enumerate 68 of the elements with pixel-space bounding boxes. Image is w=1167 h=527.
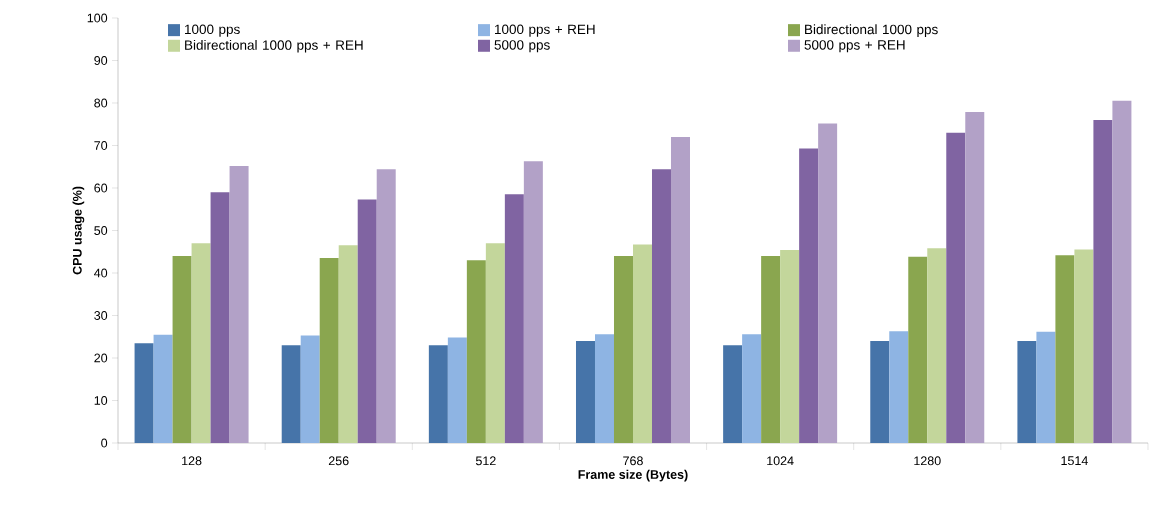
bar <box>300 335 320 443</box>
bar <box>632 244 652 443</box>
bar <box>575 341 595 443</box>
y-tick-label: 10 <box>94 396 108 405</box>
bar <box>1055 255 1075 443</box>
x-tick-label: 256 <box>328 456 349 466</box>
legend-label: Bidirectional 1000 pps + REH <box>185 39 363 53</box>
bar <box>1112 100 1132 443</box>
bar <box>870 341 890 443</box>
bar <box>594 334 614 443</box>
bar <box>447 337 467 443</box>
y-tick-label: 40 <box>94 268 108 278</box>
legend-label: Bidirectional 1000 pps <box>805 24 938 37</box>
bar <box>889 331 909 443</box>
legend-label: 5000 pps <box>494 40 550 53</box>
x-tick-label: 512 <box>475 456 496 466</box>
bar <box>613 256 633 443</box>
x-tick-label: 128 <box>182 456 202 466</box>
bar <box>229 165 249 443</box>
bar <box>651 169 671 443</box>
x-tick-label: 1514 <box>1061 456 1088 466</box>
bar <box>1017 341 1037 443</box>
bar <box>523 161 543 443</box>
bar <box>428 345 448 443</box>
legend-label: 5000 pps + REH <box>804 40 905 53</box>
x-tick-label: 768 <box>623 456 643 466</box>
y-tick-label: 80 <box>94 98 108 108</box>
bar <box>799 148 819 443</box>
bar <box>210 192 230 443</box>
bar <box>191 243 211 443</box>
bar <box>908 256 928 443</box>
bar <box>153 334 173 443</box>
bar <box>1036 331 1056 443</box>
bar <box>485 243 505 443</box>
bar <box>742 334 762 443</box>
legend-label: 1000 pps + REH <box>495 24 595 37</box>
bar <box>504 194 524 443</box>
bar <box>670 137 690 443</box>
bar <box>723 345 743 443</box>
bar <box>1093 120 1113 443</box>
x-tick-label: 1024 <box>767 456 794 466</box>
y-tick-label: 0 <box>101 438 108 448</box>
y-tick-label: 50 <box>94 226 108 235</box>
bar <box>338 245 358 443</box>
bar <box>319 258 339 443</box>
bar <box>466 260 486 443</box>
bar <box>965 111 985 443</box>
bar <box>761 256 781 443</box>
y-tick-label: 100 <box>87 13 108 23</box>
x-tick-label: 1280 <box>914 456 941 466</box>
bar <box>281 345 301 443</box>
y-tick-label: 90 <box>94 56 108 65</box>
y-tick-label: 20 <box>94 353 108 363</box>
bar <box>357 199 377 443</box>
y-tick-label: 30 <box>94 311 108 320</box>
bar <box>780 250 800 443</box>
legend-label: 1000 pps <box>185 24 240 37</box>
bar <box>946 132 966 443</box>
bar <box>134 343 154 443</box>
x-axis-title: Frame size (Bytes) <box>578 469 688 482</box>
y-tick-label: 70 <box>94 141 108 150</box>
bar <box>172 256 192 443</box>
bar <box>1074 249 1094 443</box>
y-tick-label: 60 <box>94 183 108 193</box>
bar <box>818 123 838 443</box>
bar <box>927 248 947 443</box>
bar <box>376 169 396 443</box>
y-axis-title: CPU usage (%) <box>72 186 85 275</box>
